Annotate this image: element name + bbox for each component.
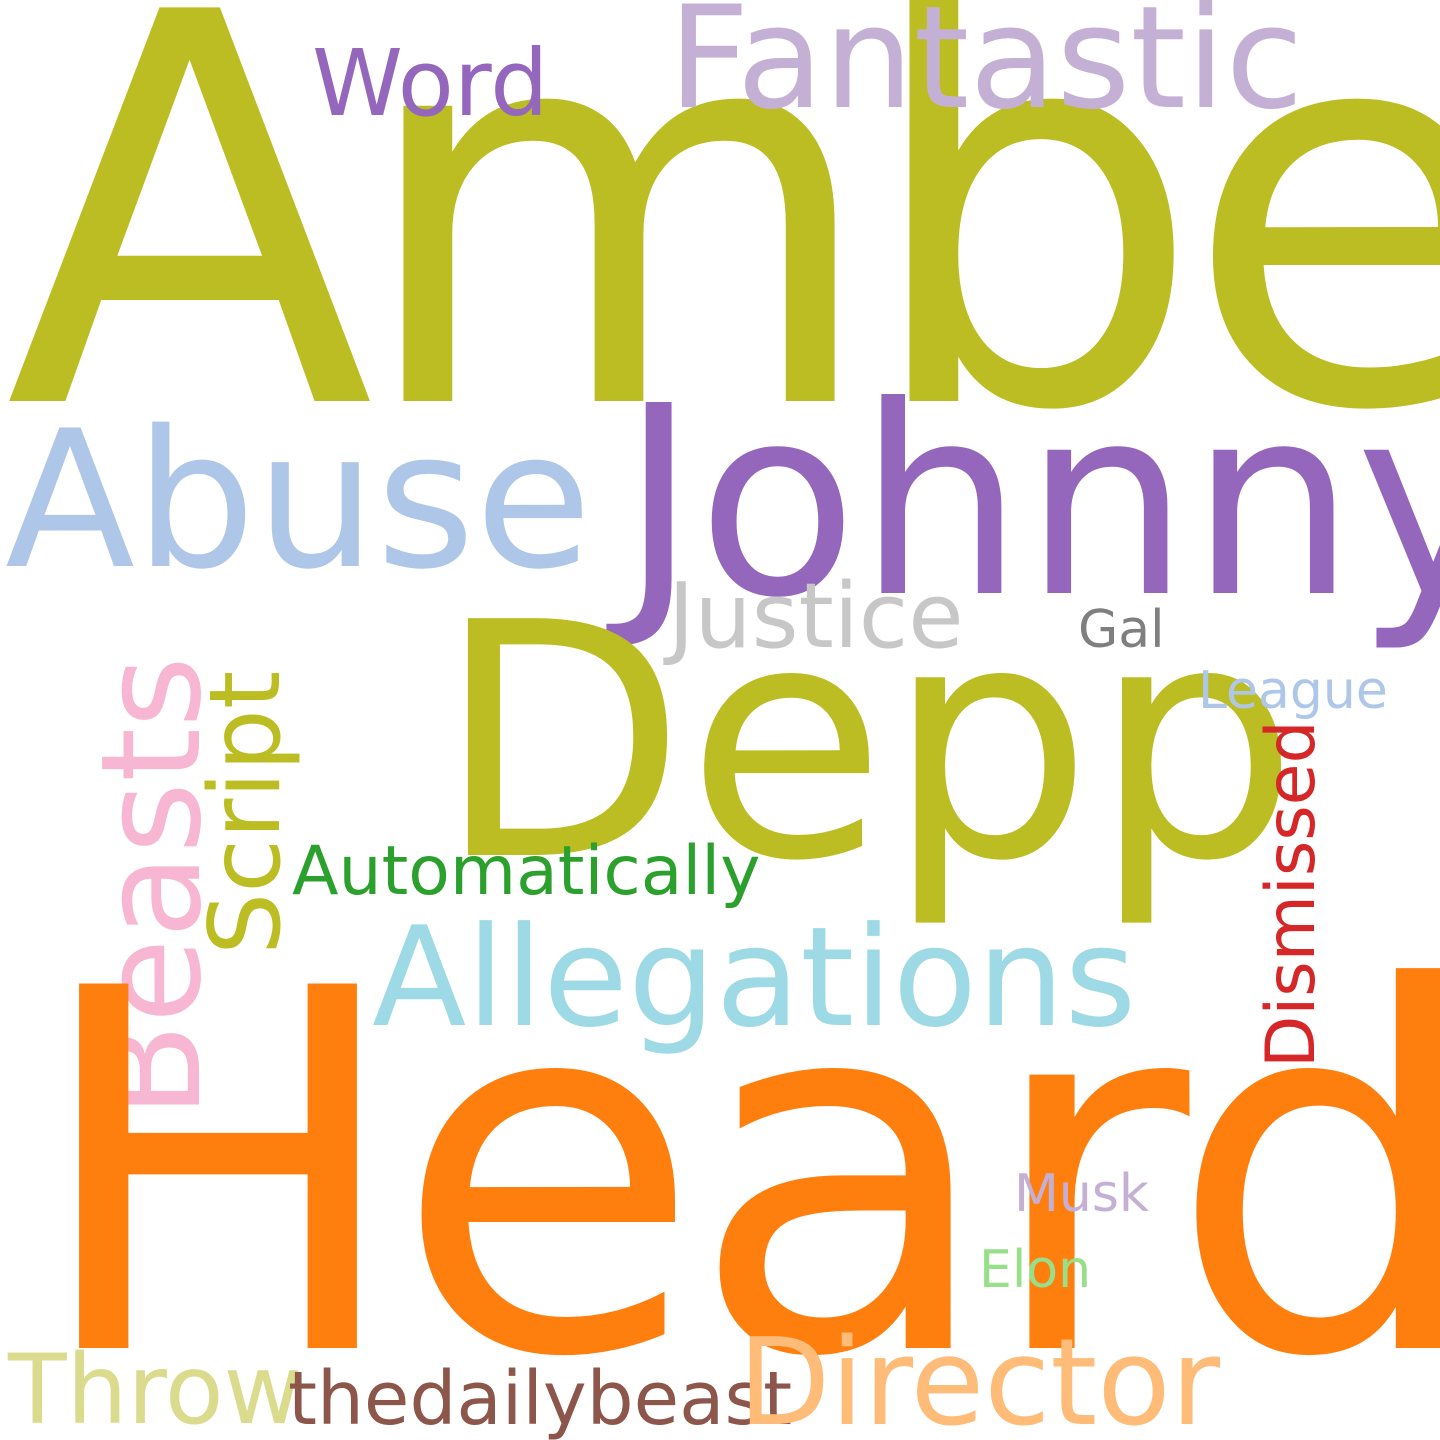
word-throw: Throw [8, 1334, 303, 1440]
word-johnny: Johnny [620, 350, 1440, 655]
word-gal: Gal [1078, 600, 1165, 660]
word-league: League [1198, 661, 1388, 721]
word-musk: Musk [1014, 1164, 1150, 1224]
word-director: Director [738, 1314, 1221, 1440]
word-fantastic: Fantastic [668, 0, 1304, 141]
word-depp: Depp [436, 553, 1299, 932]
word-amber: Amber [5, 0, 1440, 529]
word-automatically: Automatically [292, 832, 761, 911]
word-heard: Heard [30, 884, 1440, 1440]
word-abuse: Abuse [5, 390, 592, 611]
word-allegations: Allegations [372, 897, 1137, 1058]
word-justice: Justice [668, 564, 964, 669]
word-word: Word [312, 30, 549, 137]
word-elon: Elon [979, 1240, 1092, 1300]
word-thedailybeast: thedailybeast [288, 1356, 793, 1440]
